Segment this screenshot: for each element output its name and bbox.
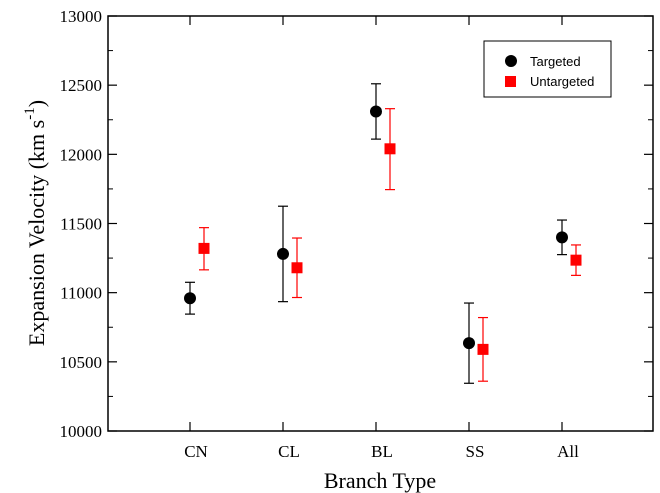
legend-untargeted-marker (505, 76, 516, 87)
targeted-point (370, 105, 382, 118)
x-tick-label: SS (466, 442, 485, 461)
legend-untargeted-label: Untargeted (530, 74, 594, 89)
untargeted-point (291, 262, 303, 274)
legend-box (483, 40, 612, 98)
y-tick-label: 12500 (60, 76, 103, 95)
x-tick-label: All (557, 442, 579, 461)
y-axis-title-main: Expansion Velocity (km s (24, 120, 49, 346)
y-tick-label: 11500 (60, 215, 102, 234)
y-axis-title: Expansion Velocity (km s-1) (22, 100, 49, 346)
y-tick-label: 10500 (60, 353, 103, 372)
legend-targeted-marker (505, 55, 517, 67)
y-tick-label: 13000 (60, 7, 103, 26)
targeted-point (556, 231, 568, 244)
x-tick-label: CN (184, 442, 208, 461)
x-axis-ticks: CN CL BL SS All (184, 16, 579, 461)
x-axis-title: Branch Type (324, 468, 436, 493)
targeted-point (463, 337, 475, 350)
untargeted-point (570, 254, 582, 266)
y-axis-ticks: 10000 10500 11000 11500 12000 12500 13000 (60, 7, 653, 441)
untargeted-point (384, 143, 396, 155)
data-marks (184, 83, 582, 384)
legend: Targeted Untargeted (483, 40, 612, 98)
y-axis-title-superscript: -1 (22, 107, 38, 120)
targeted-point (184, 292, 196, 305)
untargeted-point (477, 343, 489, 355)
y-tick-label: 12000 (60, 145, 103, 164)
y-axis-title-close: ) (24, 100, 49, 107)
legend-targeted-label: Targeted (530, 54, 581, 69)
x-tick-label: BL (371, 442, 393, 461)
y-tick-label: 10000 (60, 422, 103, 441)
targeted-point (277, 247, 289, 260)
x-tick-label: CL (278, 442, 300, 461)
untargeted-point (198, 242, 210, 254)
y-tick-label: 11000 (60, 284, 102, 303)
